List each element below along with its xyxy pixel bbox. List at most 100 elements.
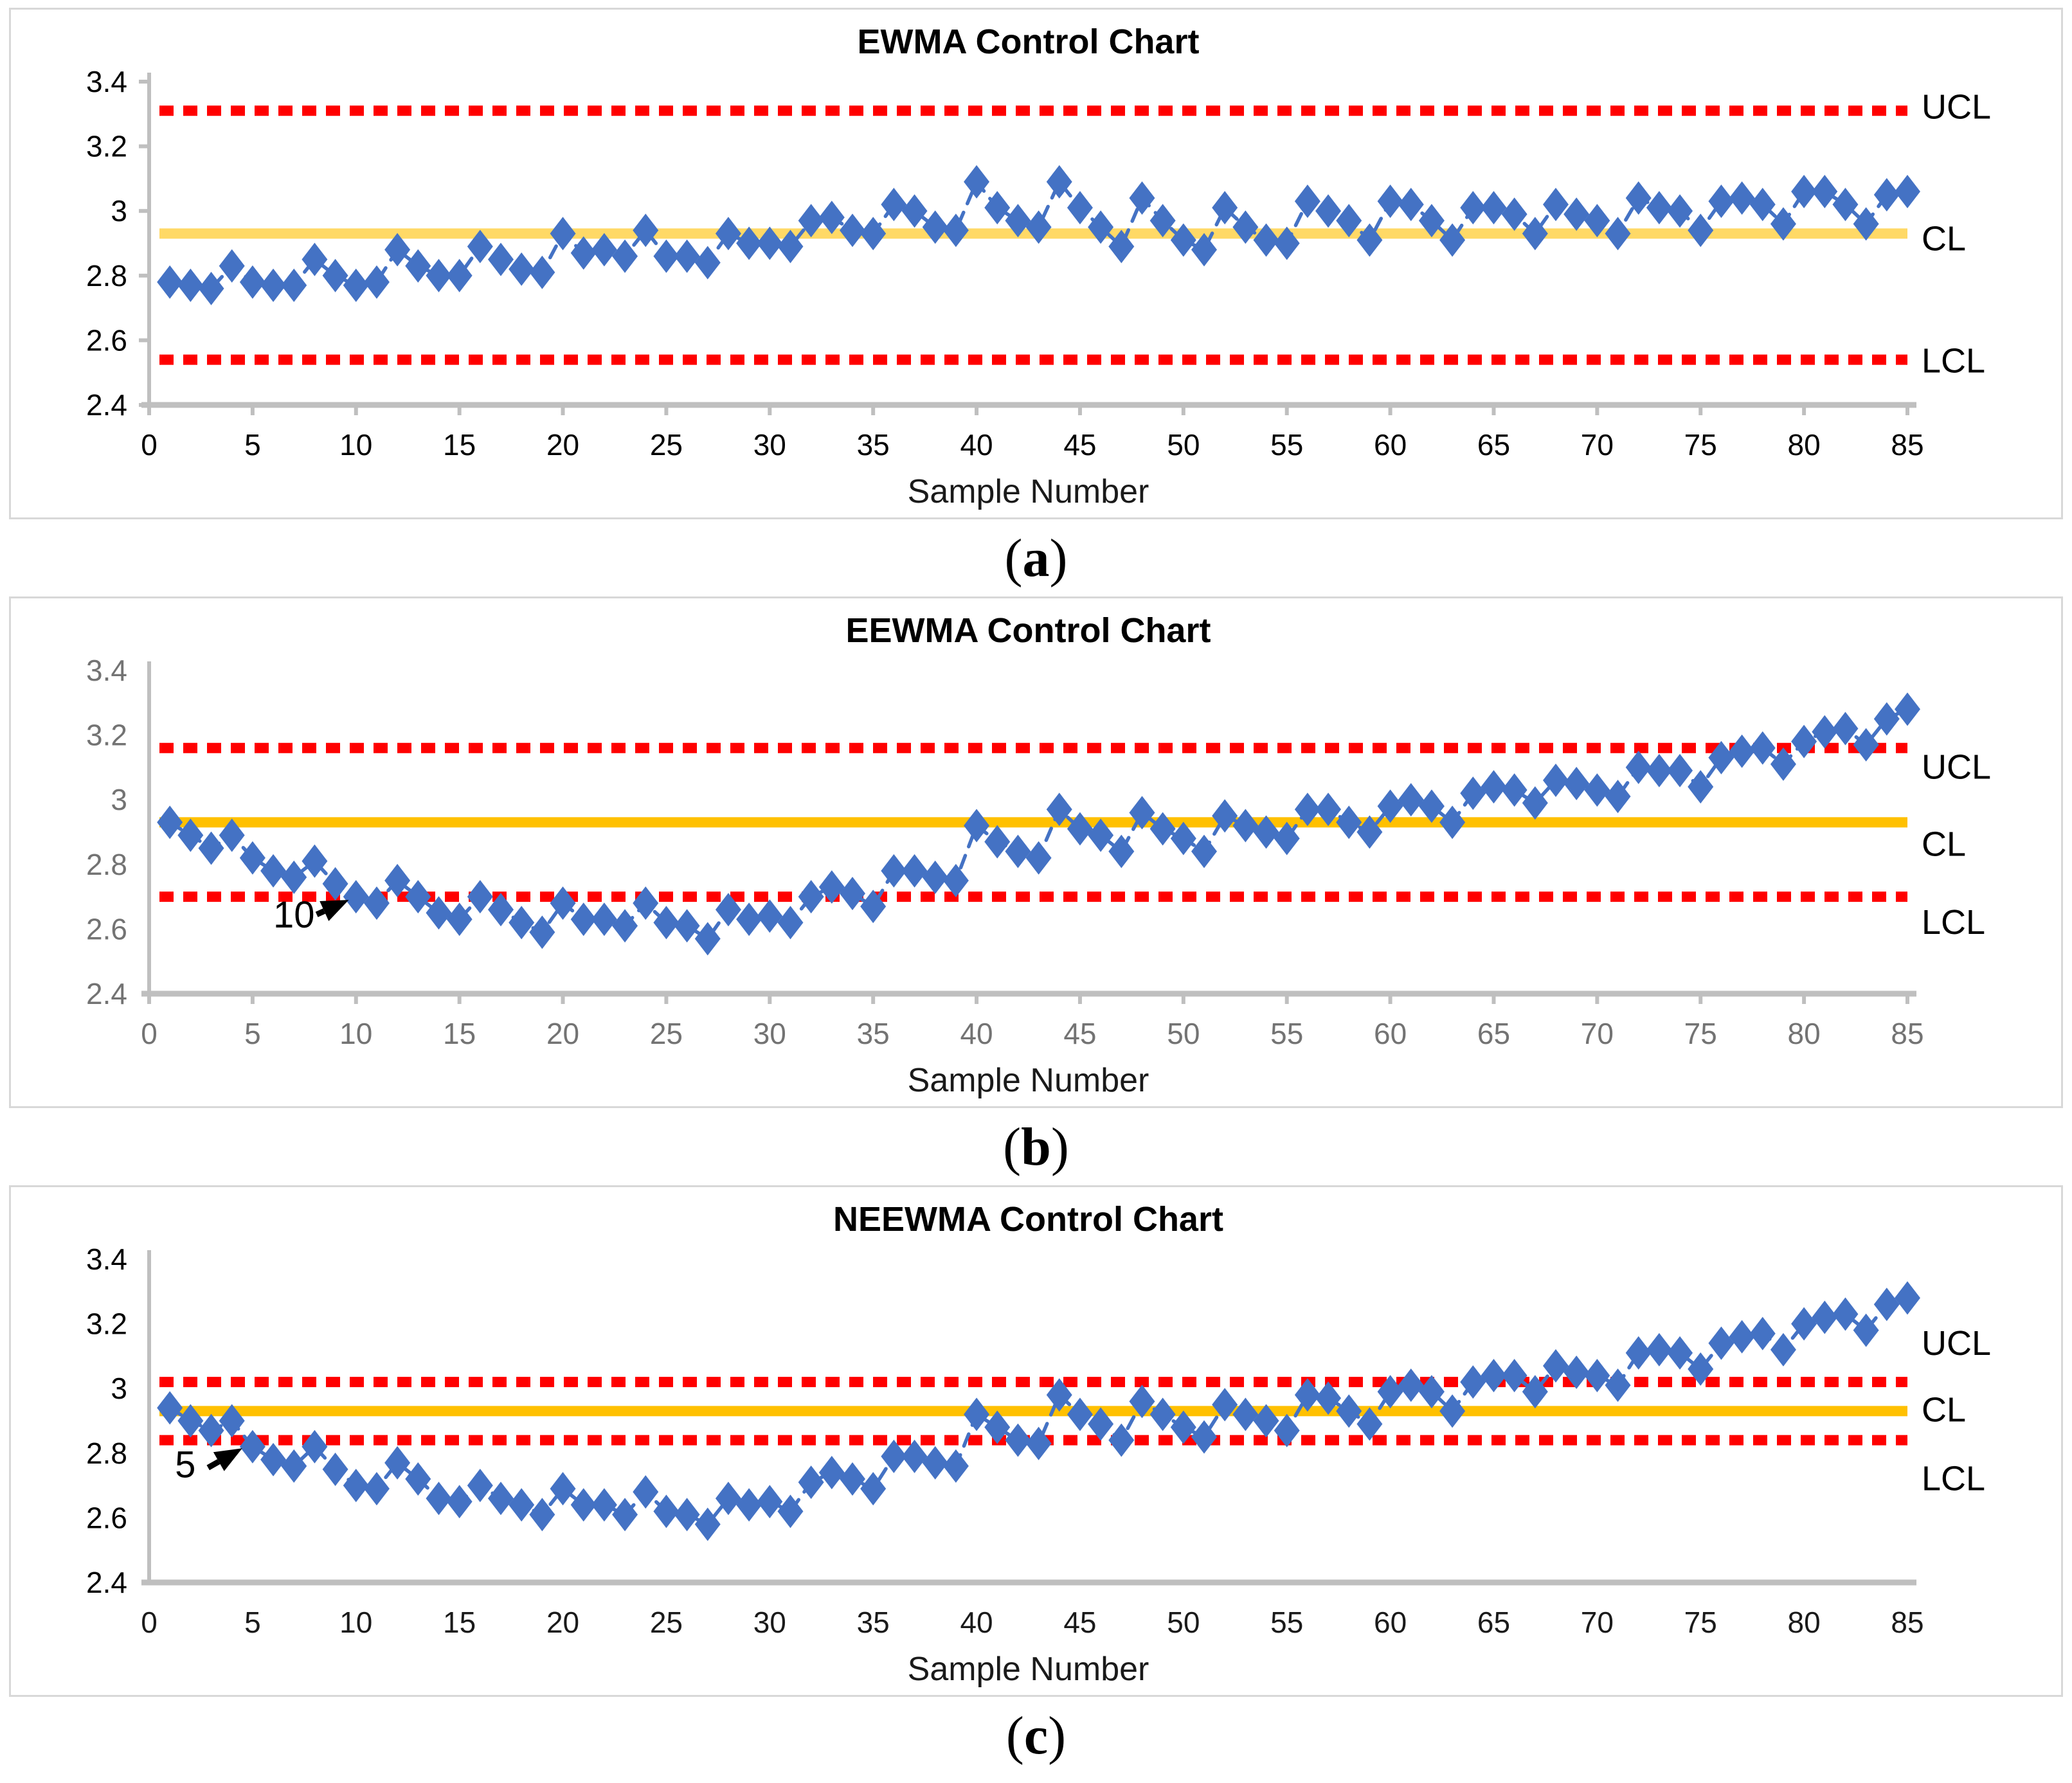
x-tick-label: 25 bbox=[650, 428, 683, 461]
x-tick-label: 35 bbox=[857, 1606, 890, 1639]
data-point-diamond bbox=[1832, 188, 1859, 222]
data-point-diamond bbox=[260, 854, 287, 888]
data-point-diamond bbox=[1895, 692, 1920, 726]
x-axis-title: Sample Number bbox=[908, 473, 1149, 510]
data-point-diamond bbox=[1191, 233, 1217, 267]
x-tick-label: 50 bbox=[1167, 428, 1200, 461]
data-point-diamond bbox=[384, 1446, 411, 1480]
x-tick-label: 75 bbox=[1684, 1606, 1717, 1639]
y-tick-label: 2.6 bbox=[86, 323, 127, 357]
data-point-diamond bbox=[1543, 764, 1569, 798]
x-tick-label: 80 bbox=[1788, 428, 1821, 461]
data-point-diamond bbox=[198, 271, 224, 305]
x-axis-title: Sample Number bbox=[908, 1062, 1149, 1099]
data-point-diamond bbox=[612, 239, 638, 273]
y-tick-label: 2.6 bbox=[86, 1501, 127, 1534]
x-tick-label: 30 bbox=[753, 428, 786, 461]
y-tick-label: 3.2 bbox=[86, 1307, 127, 1341]
data-point-diamond bbox=[488, 893, 514, 927]
data-point-diamond bbox=[818, 201, 845, 235]
data-point-diamond bbox=[550, 886, 576, 920]
data-point-diamond bbox=[488, 242, 514, 276]
data-point-diamond bbox=[1853, 728, 1879, 762]
data-point-diamond bbox=[736, 226, 762, 260]
data-point-diamond bbox=[302, 242, 328, 276]
lcl-label: LCL bbox=[1922, 903, 1985, 942]
data-point-diamond bbox=[1749, 1316, 1776, 1350]
data-point-diamond bbox=[1253, 223, 1279, 257]
annotation-label: 5 bbox=[175, 1444, 195, 1486]
cl-label: CL bbox=[1922, 825, 1966, 863]
x-tick-label: 15 bbox=[443, 428, 476, 461]
y-tick-label: 3 bbox=[111, 783, 127, 816]
data-point-diamond bbox=[239, 1429, 266, 1464]
data-point-diamond bbox=[446, 258, 473, 292]
x-tick-label: 80 bbox=[1788, 1606, 1821, 1639]
data-point-diamond bbox=[1667, 753, 1693, 787]
data-point-diamond bbox=[1108, 229, 1135, 264]
data-point-diamond bbox=[1274, 1413, 1300, 1447]
y-tick-label: 2.4 bbox=[86, 977, 127, 1010]
x-tick-label: 85 bbox=[1891, 1017, 1923, 1050]
data-point-diamond bbox=[1873, 178, 1900, 212]
data-point-diamond bbox=[260, 1442, 287, 1476]
data-point-diamond bbox=[198, 831, 224, 865]
y-tick-label: 2.4 bbox=[86, 1566, 127, 1599]
x-tick-label: 0 bbox=[141, 1606, 158, 1639]
x-tick-label: 55 bbox=[1270, 1606, 1303, 1639]
data-point-diamond bbox=[384, 863, 411, 897]
x-tick-label: 20 bbox=[546, 428, 579, 461]
data-point-diamond bbox=[798, 204, 824, 238]
data-point-diamond bbox=[322, 1452, 348, 1486]
x-tick-label: 25 bbox=[650, 1017, 683, 1050]
data-point-diamond bbox=[177, 818, 204, 852]
data-point-diamond bbox=[322, 866, 348, 900]
data-point-diamond bbox=[1605, 780, 1631, 814]
x-tick-label: 35 bbox=[857, 428, 890, 461]
data-point-diamond bbox=[1170, 1410, 1196, 1444]
y-tick-label: 2.8 bbox=[86, 848, 127, 881]
data-point-diamond bbox=[1149, 812, 1176, 846]
data-point-diamond bbox=[633, 886, 659, 920]
data-point-diamond bbox=[984, 1410, 1011, 1444]
x-tick-label: 50 bbox=[1167, 1017, 1200, 1050]
x-tick-label: 5 bbox=[244, 1017, 261, 1050]
data-point-diamond bbox=[1522, 217, 1548, 251]
chart-title: EEWMA Control Chart bbox=[846, 611, 1211, 650]
data-point-diamond bbox=[860, 217, 887, 251]
y-tick-label: 2.8 bbox=[86, 259, 127, 292]
data-point-diamond bbox=[1853, 207, 1879, 241]
data-point-diamond bbox=[1605, 217, 1631, 251]
data-point-diamond bbox=[1398, 188, 1424, 222]
x-tick-label: 30 bbox=[753, 1017, 786, 1050]
annotation-arrow-head bbox=[320, 900, 349, 921]
data-point-diamond bbox=[1377, 789, 1403, 823]
data-point-diamond bbox=[942, 863, 969, 897]
x-tick-label: 70 bbox=[1581, 1017, 1614, 1050]
data-point-diamond bbox=[860, 890, 887, 924]
data-point-diamond bbox=[239, 265, 266, 299]
data-point-diamond bbox=[1708, 184, 1734, 219]
data-point-diamond bbox=[219, 249, 245, 283]
data-point-diamond bbox=[1025, 210, 1052, 244]
data-point-diamond bbox=[633, 213, 659, 247]
x-tick-label: 40 bbox=[960, 1017, 993, 1050]
data-point-diamond bbox=[1108, 1423, 1135, 1457]
data-point-diamond bbox=[1646, 753, 1672, 787]
data-point-diamond bbox=[1294, 793, 1320, 827]
data-point-diamond bbox=[1646, 1332, 1672, 1366]
data-point-diamond bbox=[798, 1465, 824, 1500]
data-point-diamond bbox=[157, 805, 183, 839]
data-point-diamond bbox=[1418, 789, 1445, 823]
data-point-diamond bbox=[1501, 197, 1527, 231]
data-point-diamond bbox=[1191, 1420, 1217, 1454]
x-tick-label: 5 bbox=[244, 428, 261, 461]
x-tick-label: 35 bbox=[857, 1017, 890, 1050]
data-point-diamond bbox=[674, 1498, 700, 1532]
data-point-diamond bbox=[591, 1488, 617, 1522]
x-tick-label: 0 bbox=[141, 1017, 158, 1050]
data-point-diamond bbox=[1315, 1381, 1342, 1415]
data-point-diamond bbox=[281, 268, 307, 302]
x-tick-label: 50 bbox=[1167, 1606, 1200, 1639]
